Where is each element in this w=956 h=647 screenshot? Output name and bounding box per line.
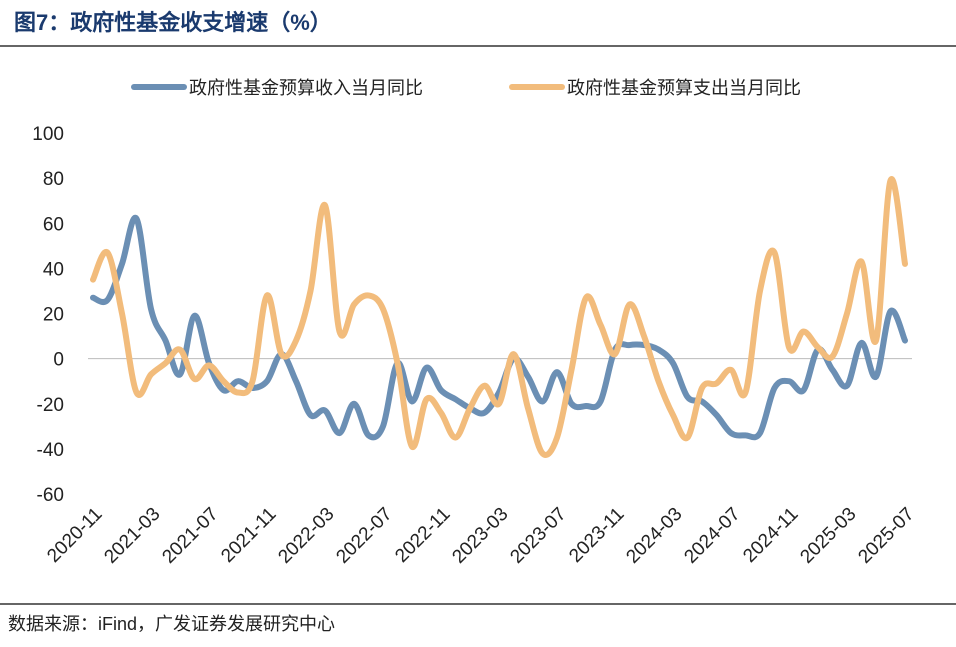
x-tick-label: 2022-11 bbox=[391, 504, 454, 567]
legend-label: 政府性基金预算支出当月同比 bbox=[567, 78, 801, 98]
y-tick-label: 40 bbox=[43, 259, 64, 280]
y-tick-label: 0 bbox=[53, 350, 64, 371]
x-tick-label: 2023-03 bbox=[448, 504, 512, 568]
y-tick-label: -60 bbox=[37, 485, 64, 506]
chart-title: 图7：政府性基金收支增速（%） bbox=[14, 10, 332, 35]
x-tick-label: 2021-07 bbox=[158, 504, 222, 568]
x-tick-label: 2025-07 bbox=[854, 504, 918, 568]
x-tick-label: 2021-03 bbox=[100, 504, 164, 568]
legend-label: 政府性基金预算收入当月同比 bbox=[189, 78, 423, 98]
y-tick-label: 100 bbox=[32, 124, 64, 145]
x-tick-label: 2022-03 bbox=[274, 504, 338, 568]
x-tick-label: 2025-03 bbox=[796, 504, 860, 568]
x-tick-label: 2024-03 bbox=[622, 504, 686, 568]
x-tick-label: 2024-11 bbox=[739, 504, 802, 567]
series-line bbox=[90, 176, 908, 458]
y-tick-label: 80 bbox=[43, 169, 64, 190]
y-tick-label: -40 bbox=[37, 440, 64, 461]
x-tick-label: 2023-07 bbox=[506, 504, 570, 568]
x-tick-label: 2022-07 bbox=[332, 504, 396, 568]
source: 数据来源：iFind，广发证券发展研究中心 bbox=[8, 614, 335, 634]
x-tick-label: 2024-07 bbox=[680, 504, 744, 568]
x-tick-label: 2021-11 bbox=[217, 504, 280, 567]
x-tick-label: 2020-11 bbox=[43, 504, 106, 567]
y-tick-label: -20 bbox=[37, 395, 64, 416]
x-tick-label: 2023-11 bbox=[565, 504, 628, 567]
y-tick-label: 20 bbox=[43, 305, 64, 326]
y-tick-label: 60 bbox=[43, 214, 64, 235]
series-line bbox=[90, 214, 908, 441]
